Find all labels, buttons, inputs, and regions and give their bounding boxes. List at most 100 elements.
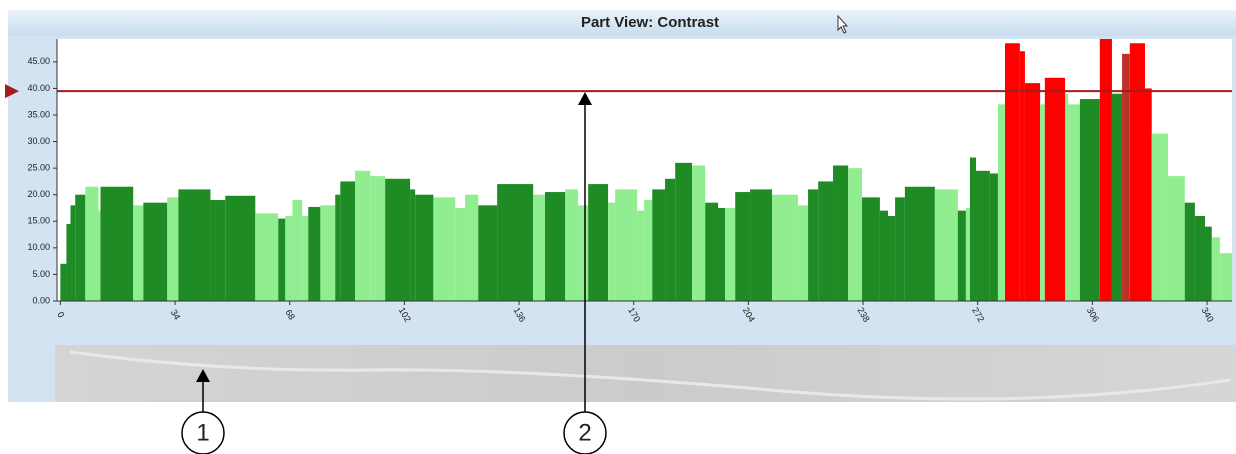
bar [1044,77,1066,301]
bar [66,223,71,301]
thumbnail-strip[interactable] [55,345,1236,402]
y-tick-label: 40.00 [27,83,50,93]
bar [370,176,386,301]
bar [637,210,645,301]
bar [879,210,888,301]
y-tick-label: 15.00 [27,216,50,226]
bar [60,263,67,301]
bar [210,200,226,301]
bar [808,189,819,301]
bar [75,194,86,301]
bar [997,104,1006,301]
bar [385,178,411,301]
bar [308,206,321,301]
bar [1129,43,1145,301]
bar [1194,215,1206,301]
y-tick-label: 30.00 [27,136,50,146]
bar [1167,176,1185,301]
bar [335,194,341,301]
bar [70,205,76,301]
bar [1040,104,1045,301]
bar [478,205,498,301]
bar [285,215,293,301]
bar [545,192,566,301]
bar [497,184,534,301]
y-tick-label: 10.00 [27,242,50,252]
arrow-head [196,369,210,382]
bar [578,205,589,301]
bar [644,200,653,301]
bar [608,202,616,301]
arrow-head [578,92,592,105]
bar [455,207,466,301]
bar [1205,226,1212,301]
callout-circle [563,411,607,454]
bar [1005,43,1020,301]
bar [833,165,849,301]
bar [895,197,905,301]
callout-circle [181,411,225,454]
bar [1122,53,1130,301]
x-tick-label: 0 [55,310,66,319]
bar [1184,202,1195,301]
bar [718,207,726,301]
bar [178,189,211,301]
bar [750,189,772,301]
bar [705,202,719,301]
bar [965,207,970,301]
bar [340,181,356,301]
bar [797,205,809,301]
bar [1068,104,1080,301]
bar [848,168,863,301]
bar [725,207,736,301]
bar [1024,83,1041,302]
bar [675,162,693,301]
bar [989,173,998,301]
bar [665,178,676,301]
bar [692,165,706,301]
bar [565,189,579,301]
bar [278,218,286,301]
bar [302,215,309,301]
bar [225,195,256,301]
bar [292,200,303,301]
bar [818,181,834,301]
title: Part View: Contrast [581,14,719,31]
bar [85,186,99,301]
bar [976,170,990,301]
bar [143,202,168,301]
bar [320,205,336,301]
bar [652,189,666,301]
x-tick-label: 34 [169,308,183,322]
cursor [837,14,849,34]
callout-label: 2 [578,419,591,446]
bar [1219,253,1232,301]
y-tick-label: 35.00 [27,109,50,119]
bar [588,184,609,301]
y-tick-label: 0.00 [32,295,50,305]
bar [465,194,479,301]
bar [533,194,546,301]
bar [133,205,144,301]
bar [969,157,977,301]
bar [255,213,279,301]
bar [1019,51,1025,301]
y-tick-label: 20.00 [27,189,50,199]
bar [771,194,798,301]
header [8,10,1236,36]
thumbnail-texture [69,350,1231,401]
bar [1211,237,1220,301]
bar [904,186,935,301]
threshold-marker [5,84,19,99]
bar [98,210,101,301]
y-tick-label: 25.00 [27,163,50,173]
y-tick-label: 45.00 [27,56,50,66]
bar [934,189,958,301]
bar [1151,133,1168,301]
bar [415,194,434,301]
callout-label: 1 [196,419,209,446]
bar [1065,93,1069,301]
bar [887,215,896,301]
bar [355,170,371,301]
